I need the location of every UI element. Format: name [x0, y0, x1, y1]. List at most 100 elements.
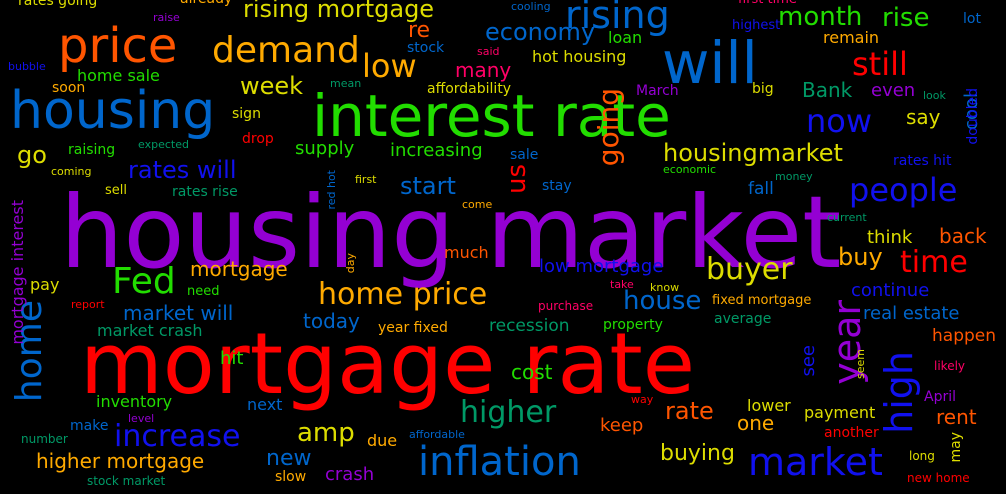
word-cloud-word: way: [631, 393, 654, 406]
word-cloud-word: housingmarket: [663, 139, 843, 167]
word-cloud-word: month: [778, 2, 863, 32]
word-cloud-word: Bank: [802, 78, 853, 102]
word-cloud-word: even: [871, 80, 916, 101]
word-cloud-word: cost: [511, 360, 553, 384]
word-cloud-word: hot housing: [532, 47, 627, 66]
word-cloud-word: think: [867, 227, 913, 248]
word-cloud-word: likely: [934, 359, 966, 373]
word-cloud-word: economy: [485, 18, 596, 46]
word-cloud-word: remain: [823, 28, 880, 47]
word-cloud-word: inflation: [418, 439, 581, 485]
word-cloud-word: happen: [932, 326, 997, 346]
word-cloud-word: new home: [907, 471, 970, 485]
word-cloud-word: big: [752, 81, 774, 97]
word-cloud-word: look: [923, 89, 946, 102]
word-cloud-word: already: [180, 0, 232, 6]
word-cloud-word: level: [128, 412, 155, 425]
word-cloud-word: rates rise: [172, 184, 238, 200]
word-cloud-word: rates going: [18, 0, 98, 9]
word-cloud-word: pay: [30, 275, 60, 294]
word-cloud-word: supply: [295, 138, 355, 159]
word-cloud-word: sign: [232, 106, 261, 122]
word-cloud-word: housing market: [60, 174, 842, 291]
word-cloud-word: first: [355, 173, 377, 186]
word-cloud-word: low: [362, 47, 417, 85]
word-cloud-word: come: [462, 198, 493, 211]
word-cloud-word: coming: [51, 165, 92, 178]
word-cloud-word: say: [906, 105, 941, 129]
word-cloud-word: drop: [242, 131, 274, 147]
word-cloud-word: will: [662, 29, 758, 97]
word-cloud-word: money: [775, 170, 813, 183]
word-cloud-word: new: [266, 446, 312, 471]
word-cloud-word: mortgage interest: [8, 200, 27, 345]
word-cloud-word: mean: [330, 77, 362, 90]
word-cloud-word: seem: [854, 349, 867, 379]
word-cloud-word: highest: [732, 18, 781, 33]
word-cloud-word: continue: [851, 280, 930, 301]
word-cloud-word: report: [71, 298, 105, 311]
word-cloud-word: another: [824, 425, 879, 441]
word-cloud-word: due: [367, 431, 398, 450]
word-cloud-word: hit: [220, 348, 244, 369]
word-cloud-word: low mortgage: [539, 256, 664, 277]
word-cloud-word: interest rate: [312, 82, 671, 150]
word-cloud-word: increase: [114, 419, 241, 454]
word-cloud-word: property: [603, 317, 663, 333]
word-cloud-word: us: [502, 164, 532, 195]
word-cloud-word: first time: [738, 0, 797, 6]
word-cloud-word: recession: [489, 316, 570, 336]
word-cloud-word: raise: [153, 11, 180, 24]
word-cloud-word: buy: [838, 243, 883, 271]
word-cloud-word: number: [21, 432, 68, 446]
word-cloud-word: take: [610, 278, 634, 291]
word-cloud-word: year fixed: [378, 320, 448, 336]
word-cloud-word: now: [806, 102, 873, 140]
word-cloud-word: higher mortgage: [36, 449, 205, 473]
word-cloud-word: amp: [297, 418, 355, 448]
word-cloud-word: economic: [663, 163, 717, 176]
word-cloud-word: doubled: [965, 88, 981, 145]
word-cloud-word: current: [827, 211, 867, 224]
word-cloud-word: bubble: [8, 60, 46, 73]
word-cloud-word: affordability: [427, 81, 512, 97]
word-cloud-word: loan: [608, 28, 643, 47]
word-cloud-word: sale: [510, 147, 539, 163]
word-cloud-word: rates hit: [893, 153, 952, 169]
word-cloud-word: re: [408, 18, 431, 43]
word-cloud-word: demand: [212, 30, 360, 71]
word-cloud-word: home sale: [77, 66, 160, 85]
word-cloud-word: slow: [275, 469, 307, 485]
word-cloud-word: stay: [542, 178, 572, 194]
word-cloud-word: mortgage rate: [80, 315, 696, 414]
word-cloud-word: sell: [105, 183, 127, 198]
word-cloud-word: rising: [565, 0, 670, 37]
word-cloud-word: today: [303, 309, 360, 333]
word-cloud-word: back: [939, 224, 987, 248]
word-cloud-word: week: [240, 72, 304, 100]
word-cloud-word: real estate: [863, 303, 960, 324]
word-cloud-word: expected: [138, 138, 189, 151]
word-cloud-word: many: [455, 58, 512, 82]
word-cloud-word: soon: [52, 80, 86, 96]
word-cloud-word: lot: [963, 11, 981, 27]
word-cloud-word: see: [798, 345, 819, 377]
word-cloud-word: high: [877, 351, 921, 434]
word-cloud-word: stock market: [87, 474, 166, 488]
word-cloud-word: day: [344, 253, 357, 274]
word-cloud-word: make: [70, 418, 109, 434]
word-cloud-word: keep: [600, 415, 644, 436]
word-cloud-word: raising: [68, 142, 116, 158]
word-cloud-word: lower: [747, 396, 791, 415]
word-cloud-word: buyer: [706, 252, 793, 287]
word-cloud-word: fixed mortgage: [712, 293, 812, 308]
word-cloud-word: affordable: [409, 428, 465, 441]
word-cloud-word: rates will: [128, 156, 237, 184]
word-cloud-word: long: [909, 449, 935, 463]
word-cloud-word: higher: [460, 395, 557, 430]
word-cloud-word: house: [623, 286, 702, 316]
word-cloud-word: purchase: [538, 299, 594, 313]
word-cloud-word: one: [737, 411, 775, 435]
word-cloud-word: market crash: [97, 321, 203, 340]
